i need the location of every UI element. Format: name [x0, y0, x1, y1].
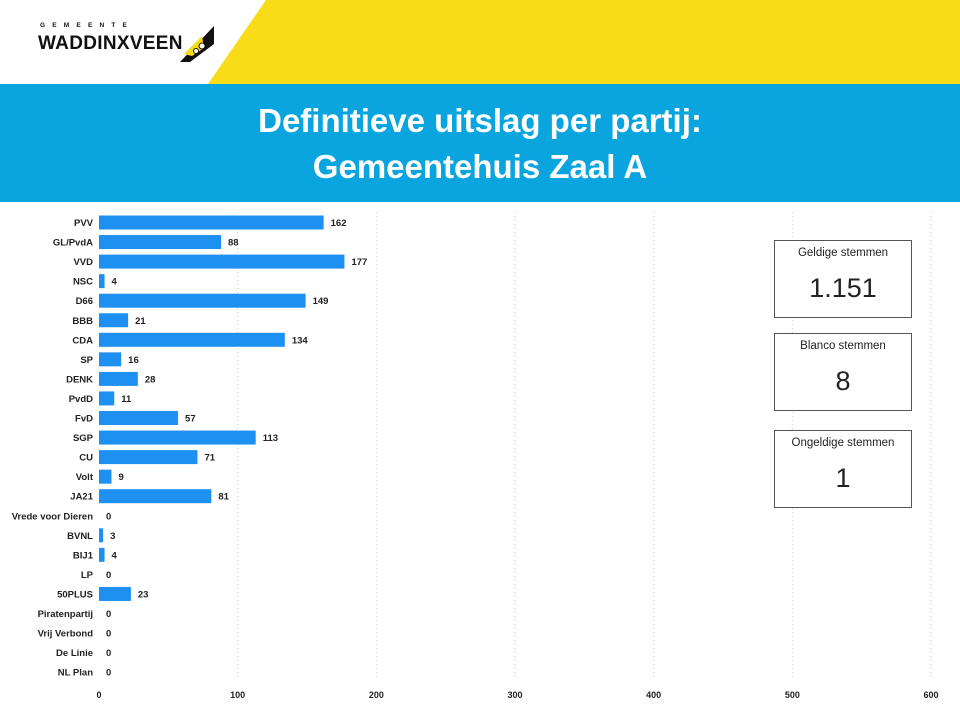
category-label: Vrede voor Dieren: [12, 511, 94, 522]
category-label: Piratenpartij: [38, 609, 93, 620]
x-tick-label: 300: [507, 690, 522, 700]
category-label: NL Plan: [58, 668, 93, 679]
data-label: 113: [263, 433, 278, 444]
category-label: CU: [79, 453, 93, 464]
data-label: 0: [106, 648, 111, 659]
category-label: SGP: [73, 433, 94, 444]
municipality-logo: GEMEENTE WADDINXVEEN: [38, 22, 228, 66]
title-banner: Definitieve uitslag per partij: Gemeente…: [0, 84, 960, 202]
logo-name: WADDINXVEEN: [38, 33, 183, 54]
data-label: 134: [292, 335, 309, 346]
bar: [99, 391, 115, 406]
valid-votes-label: Geldige stemmen: [797, 247, 889, 259]
data-label: 16: [128, 355, 139, 366]
header-yellow-shape: [208, 0, 960, 84]
bar: [99, 254, 345, 269]
bar: [99, 293, 306, 308]
logo-municipality-label: GEMEENTE: [40, 22, 135, 29]
yellow-diagonal-band: [208, 0, 960, 84]
data-label: 88: [228, 238, 239, 249]
category-label: VVD: [73, 257, 93, 268]
category-label: NSC: [73, 277, 93, 288]
x-tick-label: 0: [96, 690, 101, 700]
bar: [99, 469, 112, 484]
data-label: 0: [106, 511, 111, 522]
coat-of-arms-icon: [180, 26, 214, 62]
blank-votes-label: Blanco stemmen: [800, 340, 886, 352]
page-title: Definitieve uitslag per partij:: [258, 102, 702, 139]
data-label: 71: [204, 453, 215, 464]
category-label: BBB: [72, 316, 93, 327]
bar: [99, 450, 198, 465]
bar: [99, 586, 131, 601]
category-label: D66: [76, 296, 93, 307]
category-label: Vrij Verbond: [38, 629, 94, 640]
x-tick-label: 500: [785, 690, 800, 700]
category-label: 50PLUS: [57, 589, 93, 600]
blank-votes-value: 8: [835, 366, 851, 396]
x-tick-label: 400: [646, 690, 661, 700]
bar: [99, 547, 105, 562]
bar: [99, 215, 324, 230]
header-band: GEMEENTE WADDINXVEEN: [0, 0, 960, 84]
data-label: 9: [118, 472, 123, 483]
category-label: Volt: [76, 472, 94, 483]
data-label: 149: [313, 296, 329, 307]
data-label: 0: [106, 668, 111, 679]
category-label: DENK: [66, 374, 93, 385]
x-tick-label: 600: [923, 690, 938, 700]
bar: [99, 332, 285, 347]
page-subtitle: Gemeentehuis Zaal A: [312, 148, 648, 185]
blank-votes-card: Blanco stemmen 8: [774, 333, 912, 411]
category-label: GL/PvdA: [53, 238, 93, 249]
bar: [99, 430, 256, 445]
category-label: PVV: [74, 218, 94, 229]
bar: [99, 235, 222, 250]
data-label: 4: [112, 550, 118, 561]
invalid-votes-card: Ongeldige stemmen 1: [774, 430, 912, 508]
data-label: 3: [110, 531, 115, 542]
bar: [99, 313, 129, 328]
bar: [99, 274, 105, 289]
category-label: FvD: [75, 414, 93, 425]
data-label: 81: [218, 492, 229, 503]
category-label: CDA: [72, 335, 93, 346]
data-label: 4: [112, 277, 118, 288]
category-label: JA21: [70, 492, 93, 503]
data-label: 28: [145, 374, 156, 385]
category-label: De Linie: [56, 648, 93, 659]
data-label: 57: [185, 414, 196, 425]
bar: [99, 528, 104, 543]
valid-votes-value: 1.151: [809, 273, 877, 303]
x-tick-label: 100: [230, 690, 245, 700]
bar: [99, 411, 179, 425]
data-label: 0: [106, 629, 111, 640]
data-label: 11: [121, 394, 132, 405]
category-label: PvdD: [69, 394, 93, 405]
data-label: 0: [106, 570, 111, 581]
invalid-votes-value: 1: [835, 463, 851, 493]
valid-votes-card: Geldige stemmen 1.151: [774, 240, 912, 318]
data-label: 177: [351, 257, 367, 268]
invalid-votes-label: Ongeldige stemmen: [791, 437, 895, 449]
category-label: SP: [80, 355, 93, 366]
x-tick-label: 200: [369, 690, 384, 700]
category-label: LP: [81, 570, 94, 581]
data-label: 23: [138, 589, 149, 600]
data-label: 0: [106, 609, 111, 620]
category-label: BVNL: [67, 531, 93, 542]
data-label: 21: [135, 316, 146, 327]
bar: [99, 371, 138, 386]
bar: [99, 352, 122, 367]
category-label: BIJ1: [73, 550, 94, 561]
bar: [99, 489, 212, 504]
data-label: 162: [331, 218, 347, 229]
